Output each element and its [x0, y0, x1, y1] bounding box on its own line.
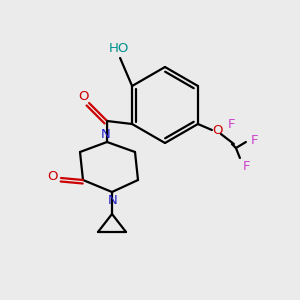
- Text: N: N: [108, 194, 118, 206]
- Text: HO: HO: [109, 41, 129, 55]
- Text: F: F: [243, 160, 251, 173]
- Text: N: N: [101, 128, 111, 140]
- Text: O: O: [78, 89, 88, 103]
- Text: F: F: [228, 118, 236, 131]
- Text: O: O: [48, 170, 58, 184]
- Text: O: O: [213, 124, 223, 136]
- Text: F: F: [251, 134, 259, 148]
